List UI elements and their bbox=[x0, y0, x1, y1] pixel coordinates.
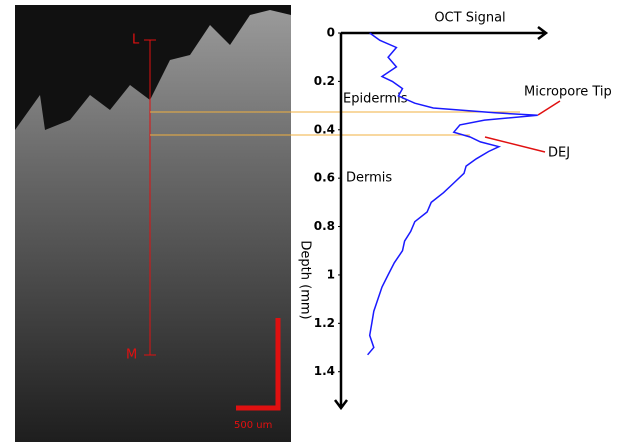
annotation: DEJ bbox=[548, 146, 570, 161]
y-axis-label: Depth (mm) bbox=[298, 240, 313, 319]
marker-label: M bbox=[126, 348, 137, 363]
x-axis-label: OCT Signal bbox=[434, 11, 505, 26]
y-tick-label: 1.4 bbox=[314, 364, 335, 378]
annotation-arrow bbox=[537, 100, 561, 116]
annotation: Epidermis bbox=[343, 92, 408, 107]
y-tick-label: 0.8 bbox=[314, 219, 335, 233]
annotation-arrow bbox=[484, 136, 546, 153]
scale-label: 500 um bbox=[234, 420, 272, 431]
y-tick-label: 1 bbox=[327, 267, 335, 281]
annotation: Dermis bbox=[346, 171, 392, 186]
y-tick-label: 0.2 bbox=[314, 74, 335, 88]
marker-label: L bbox=[132, 33, 140, 48]
x-axis bbox=[341, 26, 549, 40]
annotation: Micropore Tip bbox=[524, 85, 612, 100]
tissue bbox=[15, 10, 291, 442]
signal-line bbox=[367, 32, 538, 356]
y-tick-label: 1.2 bbox=[314, 316, 335, 330]
y-axis bbox=[334, 33, 348, 411]
y-tick-label: 0.6 bbox=[314, 171, 335, 185]
y-tick-label: 0 bbox=[327, 26, 335, 40]
scale-bar bbox=[236, 318, 281, 411]
y-tick-label: 0.4 bbox=[314, 122, 335, 136]
